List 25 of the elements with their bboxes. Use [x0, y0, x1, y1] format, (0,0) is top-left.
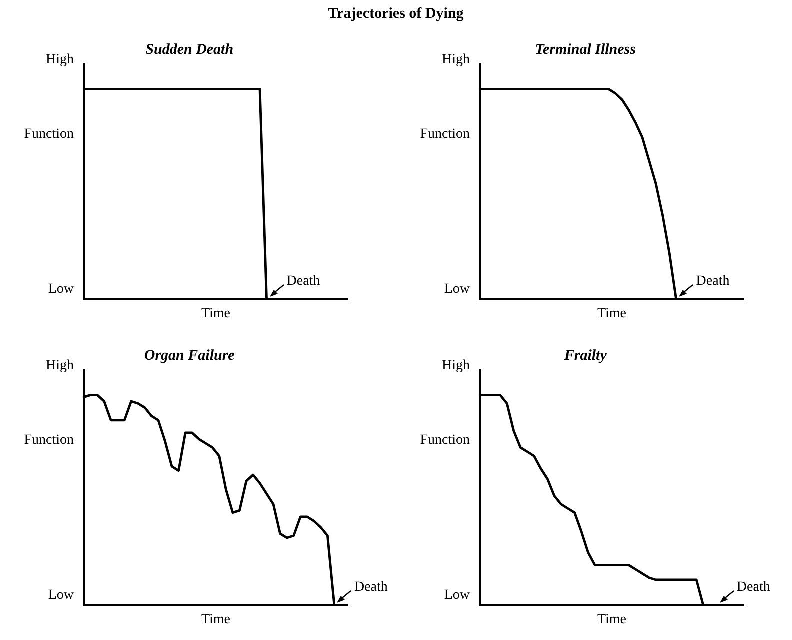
text: Low	[48, 588, 75, 603]
chart-title: Organ Failure	[144, 348, 236, 364]
text: High	[442, 52, 470, 68]
text: Trajectories of Dying	[327, 6, 465, 23]
x-axis-title: Time	[201, 612, 231, 628]
text: High	[442, 358, 470, 374]
y-axis-title: Function	[420, 127, 470, 142]
text: Low	[444, 282, 471, 297]
text: Low	[48, 282, 75, 297]
chart-title: Frailty	[563, 348, 608, 364]
annotation: Death	[736, 580, 770, 595]
y-axis-title: Function	[24, 433, 74, 448]
x-axis-title: Time	[597, 306, 627, 322]
chart-title: Sudden Death	[146, 42, 234, 58]
text: High	[46, 358, 74, 374]
text: Low	[444, 588, 471, 603]
x-axis-title: Time	[597, 612, 627, 628]
chart-title: Terminal Illness	[535, 42, 636, 58]
text: High	[46, 52, 74, 68]
y-axis-title: Function	[420, 433, 470, 448]
y-axis-title: Function	[24, 127, 74, 142]
x-axis-title: Time	[201, 306, 231, 322]
text: Death	[354, 580, 388, 595]
annotation: Death	[286, 274, 320, 289]
annotation: Death	[696, 274, 730, 289]
